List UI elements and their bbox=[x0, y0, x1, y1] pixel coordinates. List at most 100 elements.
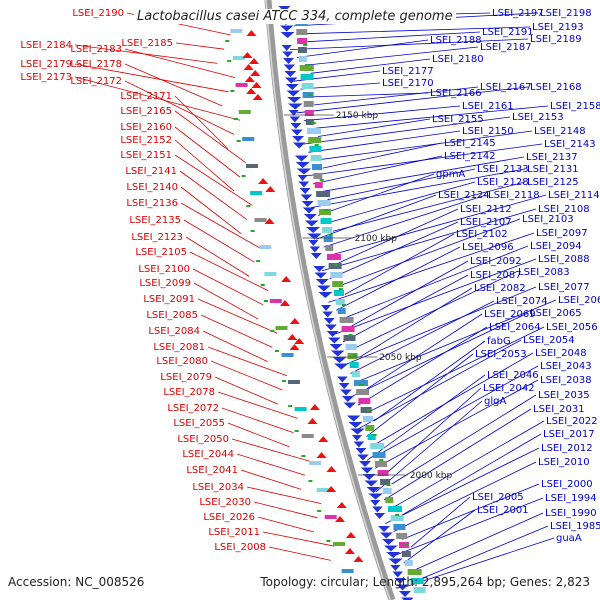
right-gene-label: LSEI_1994 bbox=[545, 493, 597, 504]
right-connector bbox=[351, 260, 469, 327]
right-gene-label: LSEI_2197 bbox=[492, 8, 544, 19]
right-gene-label: LSEI_2012 bbox=[541, 443, 593, 454]
skew-block bbox=[310, 155, 322, 161]
right-gene-label: LSEI_2114 bbox=[548, 190, 600, 201]
reverse-gene bbox=[343, 402, 357, 409]
genome-backbone-highlight bbox=[265, 0, 391, 600]
skew-block bbox=[385, 497, 394, 503]
gene-marker bbox=[334, 264, 339, 266]
left-gene-label: LSEI_2190 bbox=[72, 8, 124, 19]
skew-block bbox=[330, 272, 343, 278]
right-connector bbox=[344, 233, 455, 295]
left-connector bbox=[193, 282, 259, 320]
forward-gene bbox=[287, 334, 298, 340]
gene-marker bbox=[305, 64, 310, 66]
right-connector bbox=[304, 105, 461, 122]
right-connector bbox=[315, 130, 533, 161]
reverse-gene bbox=[350, 428, 365, 435]
left-gene-label: LSEI_2179 bbox=[20, 59, 72, 70]
right-connector bbox=[350, 271, 517, 351]
forward-gene bbox=[289, 344, 300, 350]
right-gene-label: LSEI_2043 bbox=[540, 361, 592, 372]
right-connector bbox=[358, 287, 473, 359]
right-connector bbox=[314, 86, 479, 106]
right-gene-label: LSEI_2131 bbox=[527, 164, 579, 175]
gene-marker bbox=[274, 350, 279, 352]
right-connector bbox=[308, 130, 461, 153]
left-connector bbox=[74, 76, 241, 121]
gene-marker bbox=[303, 44, 308, 46]
forward-gene bbox=[307, 418, 318, 424]
gene-marker bbox=[264, 300, 268, 302]
skew-block bbox=[372, 452, 386, 458]
right-gene-label: LSEI_2053 bbox=[475, 349, 527, 360]
skew-block bbox=[375, 461, 388, 467]
right-gene-label: LSEI_2170 bbox=[382, 78, 434, 89]
left-gene-label: LSEI_2100 bbox=[138, 264, 190, 275]
right-gene-label: LSEI_2088 bbox=[538, 254, 590, 265]
gene-marker bbox=[326, 540, 331, 542]
right-connector bbox=[338, 208, 459, 264]
skew-block bbox=[320, 218, 332, 224]
right-connector bbox=[402, 483, 540, 540]
left-connector bbox=[174, 95, 229, 149]
reverse-gene bbox=[283, 58, 295, 64]
reverse-gene bbox=[382, 539, 396, 545]
right-gene-label: LSEI_2177 bbox=[382, 66, 434, 77]
skew-block bbox=[347, 353, 358, 359]
left-connector bbox=[253, 501, 318, 519]
right-connector bbox=[395, 497, 544, 556]
gene-marker bbox=[301, 455, 306, 457]
gene-marker bbox=[338, 288, 343, 290]
right-gene-labels: LSEI_2197LSEI_2198LSEI_2193LSEI_2191LSEI… bbox=[382, 8, 600, 544]
right-connector bbox=[310, 58, 431, 74]
left-gene-label: LSEI_2078 bbox=[163, 387, 215, 398]
reverse-gene bbox=[331, 350, 345, 357]
skew-block bbox=[345, 344, 357, 350]
left-connector bbox=[210, 360, 283, 391]
skew-block bbox=[404, 560, 413, 566]
left-gene-label: LSEI_2041 bbox=[186, 465, 238, 476]
right-gene-label: LSEI_2143 bbox=[544, 139, 596, 150]
right-gene-label: LSEI_2054 bbox=[523, 335, 575, 346]
reverse-gene bbox=[325, 324, 337, 331]
left-connector bbox=[174, 126, 241, 178]
right-connector bbox=[375, 400, 483, 493]
right-gene-label: LSEI_2158 bbox=[550, 101, 600, 112]
reverse-gene bbox=[307, 233, 322, 240]
reverse-gene bbox=[388, 558, 403, 565]
reverse-gene bbox=[295, 162, 310, 168]
right-gene-label: LSEI_2180 bbox=[432, 54, 484, 65]
left-connector bbox=[268, 546, 331, 561]
gene-marker bbox=[256, 260, 261, 262]
reverse-gene bbox=[280, 32, 295, 38]
right-gene-label: LSEI_2155 bbox=[432, 114, 484, 125]
right-gene-label: LSEI_2148 bbox=[534, 126, 586, 137]
right-gene-label: LSEI_2128 bbox=[477, 177, 529, 188]
forward-strand-genes bbox=[225, 30, 409, 562]
left-gene-label: LSEI_2135 bbox=[129, 215, 181, 226]
right-gene-label: LSEI_2068 bbox=[558, 295, 600, 306]
left-connector bbox=[227, 422, 290, 448]
skew-block bbox=[304, 110, 314, 116]
reverse-gene bbox=[296, 168, 312, 175]
right-connector bbox=[300, 26, 531, 35]
gene-marker bbox=[227, 60, 232, 62]
right-connector bbox=[301, 116, 511, 145]
reverse-gene bbox=[310, 253, 322, 259]
right-gene-label: LSEI_2167 bbox=[480, 82, 532, 93]
skew-block bbox=[269, 299, 282, 303]
skew-block bbox=[370, 443, 385, 449]
left-gene-label: LSEI_2141 bbox=[125, 166, 177, 177]
right-connector bbox=[307, 92, 429, 98]
gene-marker bbox=[260, 284, 265, 286]
reverse-gene bbox=[299, 188, 311, 194]
skew-block bbox=[301, 83, 314, 89]
left-gene-label: LSEI_2084 bbox=[148, 326, 200, 337]
right-gene-label: LSEI_2198 bbox=[540, 8, 592, 19]
skew-block bbox=[235, 83, 248, 87]
skew-block bbox=[297, 38, 308, 44]
right-gene-label: LSEI_2189 bbox=[530, 34, 582, 45]
left-connector bbox=[236, 453, 306, 476]
skew-block bbox=[281, 353, 294, 357]
